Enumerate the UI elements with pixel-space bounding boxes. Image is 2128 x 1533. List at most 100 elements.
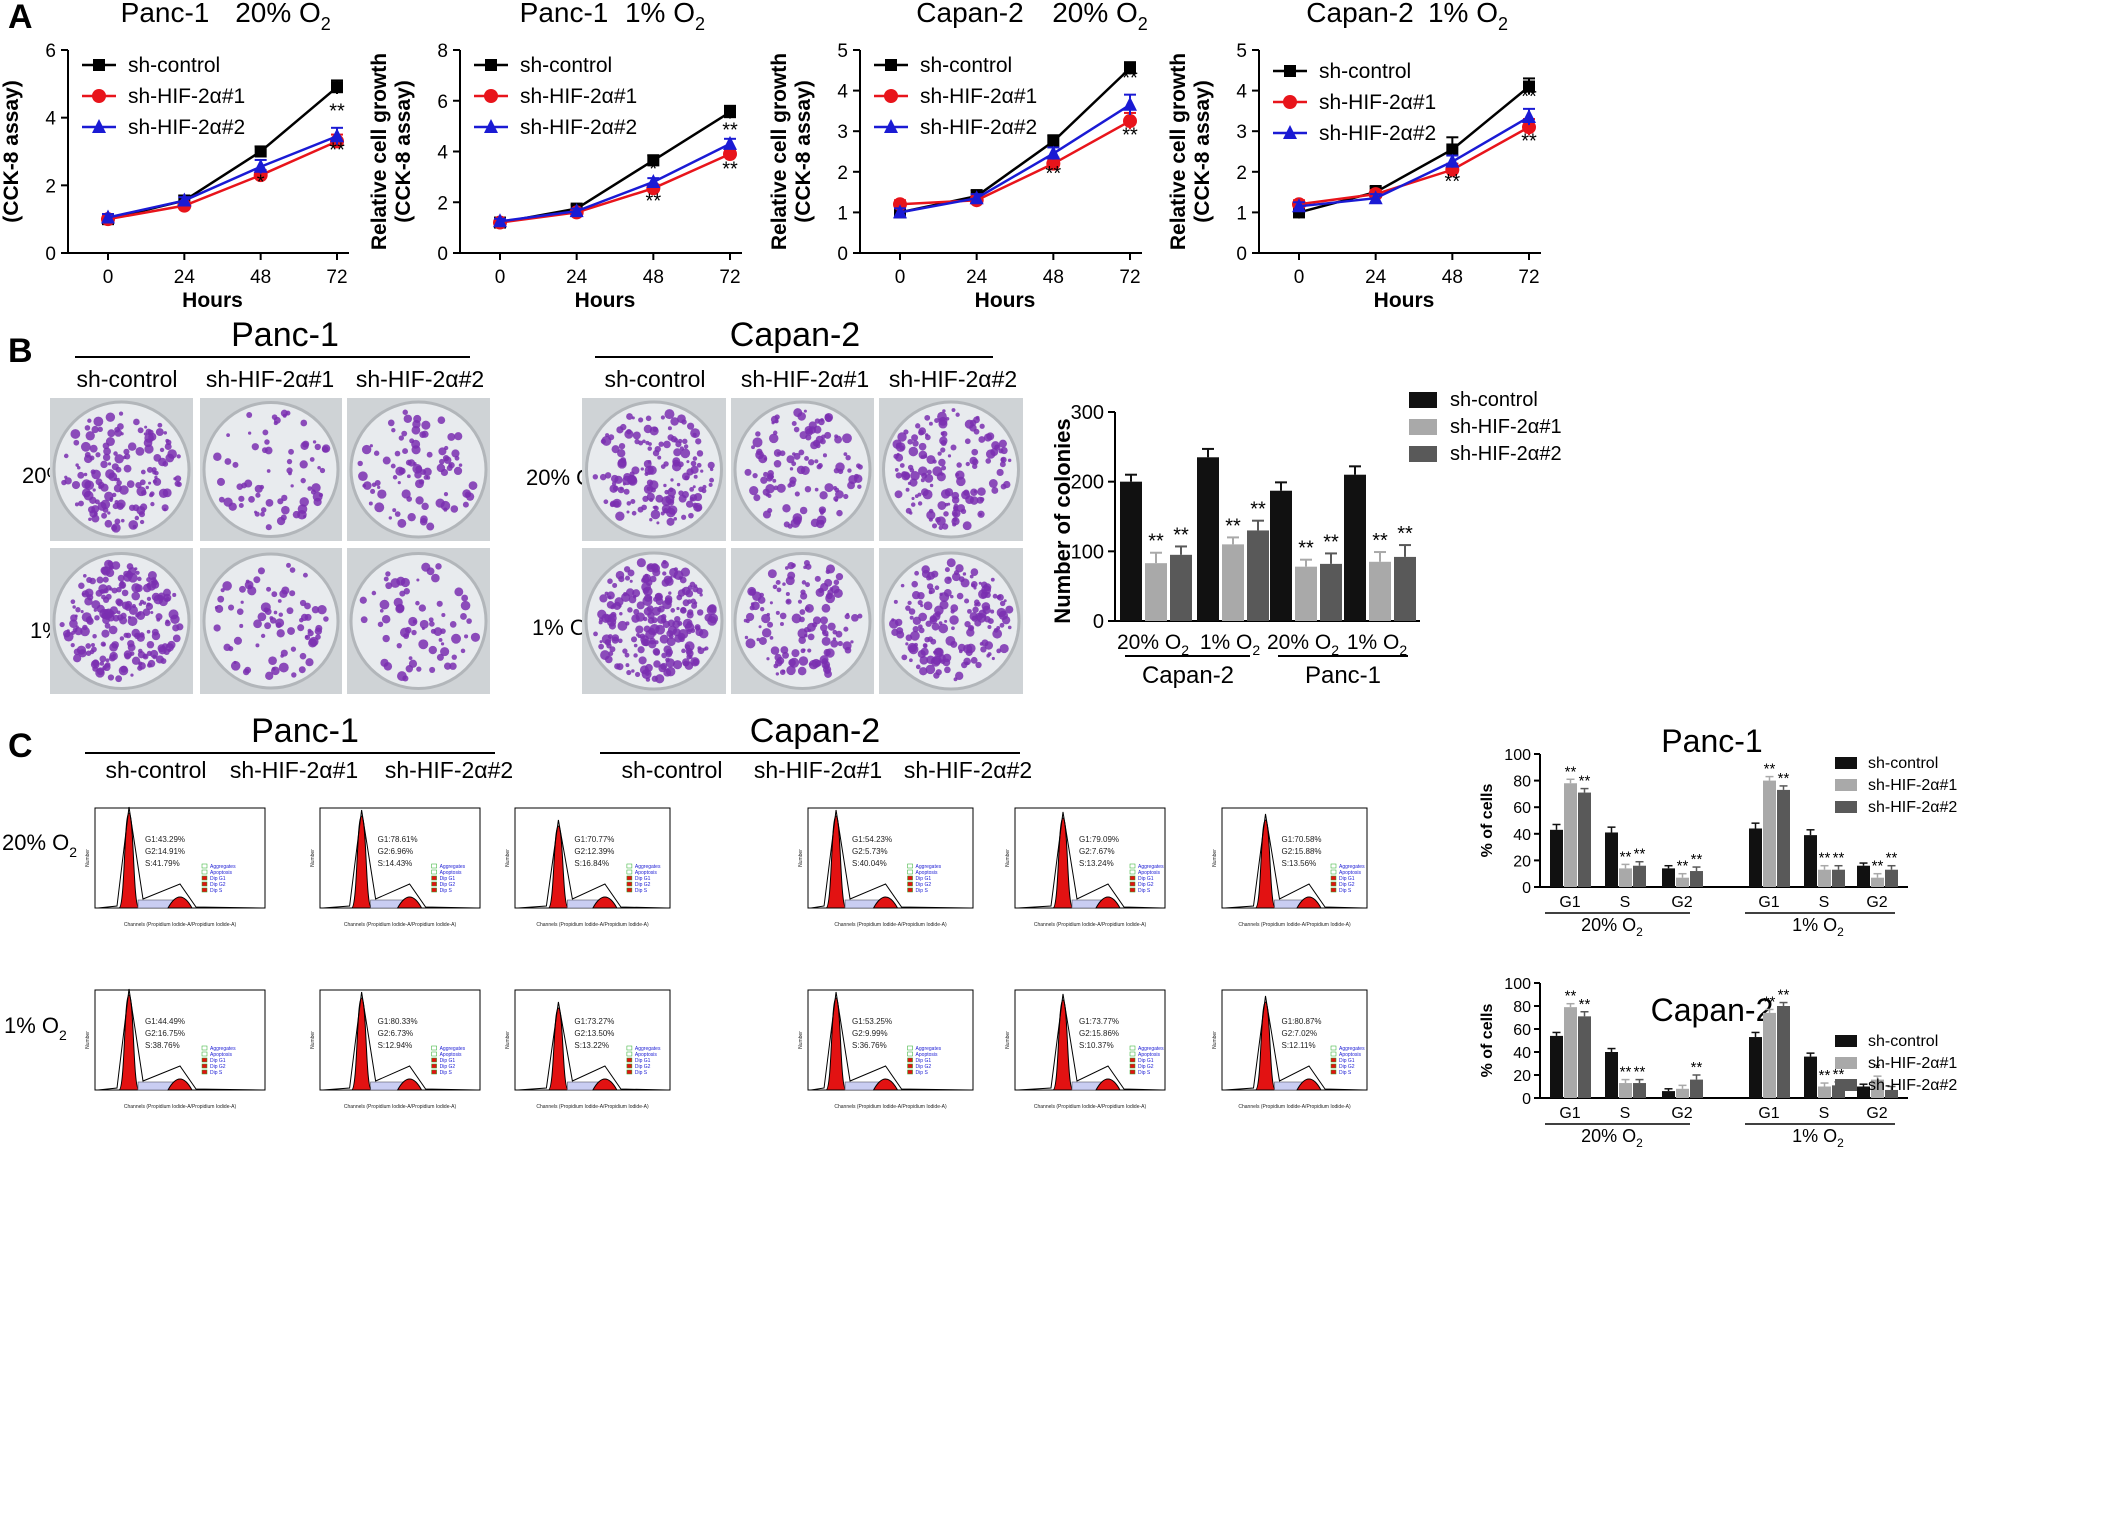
colony bbox=[626, 501, 632, 506]
chart-title-cell: Panc-1 bbox=[121, 0, 210, 28]
colony bbox=[84, 597, 93, 606]
colony bbox=[944, 619, 948, 623]
colony bbox=[630, 499, 636, 505]
colony bbox=[604, 591, 609, 596]
g2-peak bbox=[592, 1078, 618, 1091]
y-tick-label: 5 bbox=[837, 41, 848, 62]
flow-y-label: Number bbox=[85, 849, 91, 867]
colony bbox=[912, 625, 919, 633]
colony bbox=[940, 659, 946, 665]
legend-marker bbox=[93, 59, 105, 71]
colony bbox=[397, 518, 407, 528]
colony bbox=[401, 430, 408, 437]
colony bbox=[708, 482, 713, 487]
colony bbox=[415, 496, 424, 505]
y-tick-label: 4 bbox=[837, 82, 848, 103]
colony bbox=[299, 497, 309, 507]
colony bbox=[405, 665, 414, 673]
colony bbox=[616, 663, 624, 671]
colony bbox=[163, 431, 168, 435]
colony bbox=[406, 474, 411, 479]
colony bbox=[827, 622, 836, 631]
significance-mark: ** bbox=[1148, 531, 1164, 553]
flow-legend-label: Apoptosis bbox=[1138, 1052, 1160, 1058]
colony bbox=[165, 438, 170, 443]
legend-label: sh-HIF-2α#2 bbox=[920, 116, 1037, 139]
colony bbox=[678, 576, 683, 580]
flow-legend-label: Dip G2 bbox=[1138, 1064, 1154, 1070]
colony bbox=[798, 656, 809, 666]
colony bbox=[271, 666, 280, 676]
colony bbox=[758, 625, 762, 629]
x-tick-label: 48 bbox=[1442, 267, 1463, 288]
flow-stat: G2:14.91% bbox=[145, 847, 185, 856]
histogram-outline bbox=[1224, 995, 1365, 1091]
colony bbox=[924, 434, 931, 441]
histogram-outline bbox=[322, 991, 478, 1091]
colony bbox=[940, 447, 946, 453]
flow-legend-swatch bbox=[1330, 1051, 1337, 1057]
flow-legend-swatch bbox=[201, 863, 208, 869]
colony bbox=[168, 609, 179, 620]
colony bbox=[842, 433, 852, 444]
y-tick-label: 60 bbox=[1513, 1022, 1531, 1039]
bar bbox=[1676, 877, 1689, 887]
colony-dish bbox=[731, 398, 874, 541]
colony bbox=[260, 511, 265, 517]
colony bbox=[688, 512, 694, 519]
colony bbox=[678, 629, 689, 639]
colony bbox=[369, 444, 373, 448]
colony bbox=[421, 502, 429, 511]
colony bbox=[747, 586, 757, 596]
significance-mark: ** bbox=[1046, 163, 1062, 185]
colony bbox=[972, 458, 979, 466]
colony bbox=[962, 572, 967, 576]
phase-label: S bbox=[1819, 1105, 1830, 1122]
data-point bbox=[723, 147, 737, 162]
colony bbox=[608, 622, 617, 630]
flow-stat: S:36.76% bbox=[852, 1041, 887, 1050]
colony bbox=[623, 566, 631, 573]
colony bbox=[400, 577, 410, 588]
colony bbox=[930, 656, 941, 667]
significance-mark: ** bbox=[1298, 538, 1314, 560]
colony bbox=[793, 426, 800, 433]
colony bbox=[131, 604, 136, 609]
colony bbox=[368, 501, 373, 506]
flow-legend-swatch bbox=[626, 1063, 633, 1069]
colony bbox=[613, 500, 620, 508]
flow-y-label: Number bbox=[1212, 1031, 1218, 1049]
colony bbox=[114, 454, 124, 464]
colony bbox=[74, 627, 83, 636]
legend-label: sh-HIF-2α#1 bbox=[128, 85, 245, 108]
colony bbox=[708, 604, 717, 613]
colony bbox=[653, 596, 659, 602]
bar bbox=[1197, 457, 1219, 621]
colony bbox=[638, 440, 644, 446]
colony bbox=[970, 580, 978, 588]
colony bbox=[969, 424, 977, 432]
colony bbox=[974, 619, 982, 627]
colony bbox=[111, 561, 121, 570]
x-axis-label: Hours bbox=[975, 289, 1036, 312]
colony bbox=[744, 468, 752, 476]
colony bbox=[696, 462, 702, 468]
colony bbox=[78, 649, 87, 658]
legend-label: sh-HIF-2α#1 bbox=[1450, 416, 1562, 438]
legend-swatch bbox=[1409, 392, 1437, 408]
colony bbox=[100, 483, 109, 492]
colony bbox=[393, 597, 403, 607]
group-header: Panc-1 bbox=[1305, 662, 1381, 689]
colony bbox=[682, 618, 693, 629]
colony bbox=[901, 654, 908, 661]
colony bbox=[950, 594, 954, 599]
colony bbox=[297, 624, 305, 632]
colony bbox=[810, 441, 819, 450]
colony bbox=[627, 476, 638, 486]
legend-label: sh-control bbox=[128, 54, 220, 77]
flow-legend-label: Dip G2 bbox=[916, 882, 932, 888]
significance-mark: ** bbox=[1620, 848, 1632, 865]
column-label: sh-HIF-2α#2 bbox=[356, 366, 484, 392]
colony bbox=[131, 656, 141, 665]
panel-c-header-capan2: Capan-2 bbox=[750, 712, 880, 750]
